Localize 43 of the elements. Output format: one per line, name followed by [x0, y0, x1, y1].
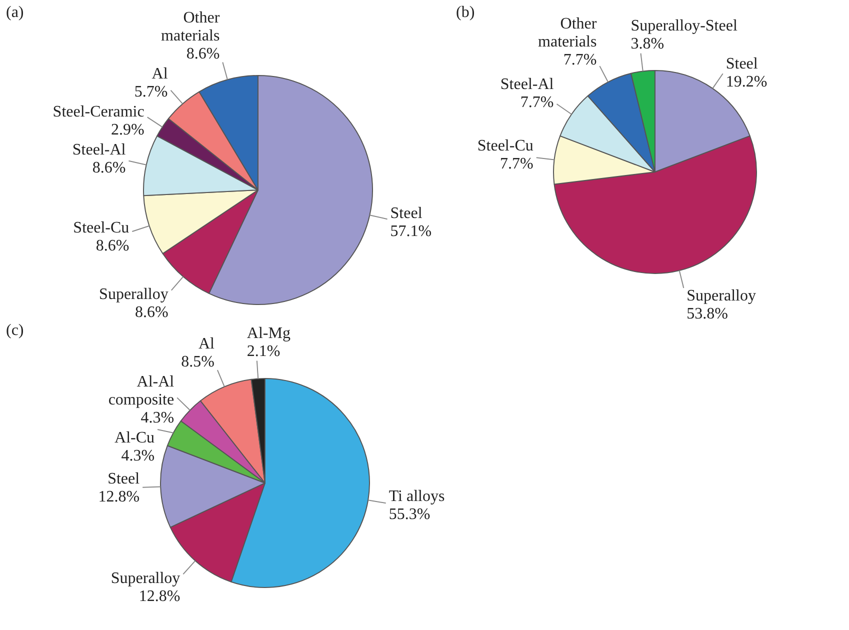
- slice-label: Al-Mg: [246, 325, 290, 342]
- slice-label: Al: [198, 336, 216, 353]
- slice-label: Superalloy: [99, 286, 168, 304]
- data-label: 8.5%: [181, 354, 214, 371]
- data-label: 12.8%: [98, 488, 140, 506]
- data-label: 8.6%: [96, 237, 130, 254]
- data-label: 8.6%: [135, 304, 168, 322]
- slice-label: Other materials: [538, 15, 598, 50]
- data-label: 4.3%: [121, 448, 155, 465]
- slice-label: Steel: [390, 205, 423, 222]
- data-label: 57.1%: [390, 223, 432, 240]
- data-label: 3.8%: [630, 36, 664, 53]
- data-label: 2.9%: [111, 121, 144, 138]
- data-label: 7.7%: [520, 94, 554, 111]
- data-label: 4.3%: [140, 410, 174, 427]
- data-label: 8.6%: [92, 159, 126, 176]
- chart-title: (a): [6, 4, 24, 22]
- data-label: 7.7%: [563, 51, 597, 68]
- data-label: 7.7%: [500, 156, 534, 173]
- data-label: 12.8%: [138, 588, 180, 605]
- data-label: 5.7%: [134, 83, 168, 100]
- chart-title: (c): [6, 322, 24, 340]
- slice-label: Ti alloys: [388, 488, 445, 506]
- slice-label: Steel: [108, 470, 140, 488]
- slice-label: Superalloy: [686, 288, 756, 305]
- slice-label: Superalloy: [110, 570, 180, 587]
- data-label: 2.1%: [246, 343, 280, 360]
- chart-title: (b): [456, 4, 475, 22]
- data-label: 8.6%: [186, 45, 220, 62]
- slice-label: Steel-Al: [500, 76, 554, 93]
- slice-label: Steel: [726, 56, 758, 73]
- data-label: 19.2%: [726, 74, 768, 91]
- slice-label: Al-Al composite: [108, 374, 175, 409]
- slice-label: Steel-Cu: [477, 138, 534, 155]
- data-label: 53.8%: [686, 306, 728, 323]
- slice-label: Steel-Cu: [73, 219, 130, 236]
- slice-label: Superalloy-Steel: [630, 18, 738, 35]
- slice-label: Al-Cu: [114, 430, 155, 447]
- data-label: 55.3%: [388, 506, 430, 524]
- slice-label: Steel-Al: [72, 141, 126, 158]
- slice-label: Other materials: [161, 9, 220, 44]
- slice-label: Al: [152, 65, 168, 82]
- slice-label: Steel-Ceramic: [52, 103, 144, 120]
